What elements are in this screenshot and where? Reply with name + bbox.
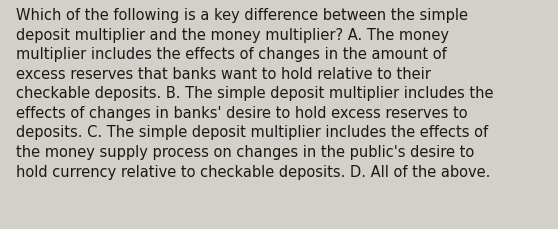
- Text: Which of the following is a key difference between the simple
deposit multiplier: Which of the following is a key differen…: [16, 8, 493, 179]
